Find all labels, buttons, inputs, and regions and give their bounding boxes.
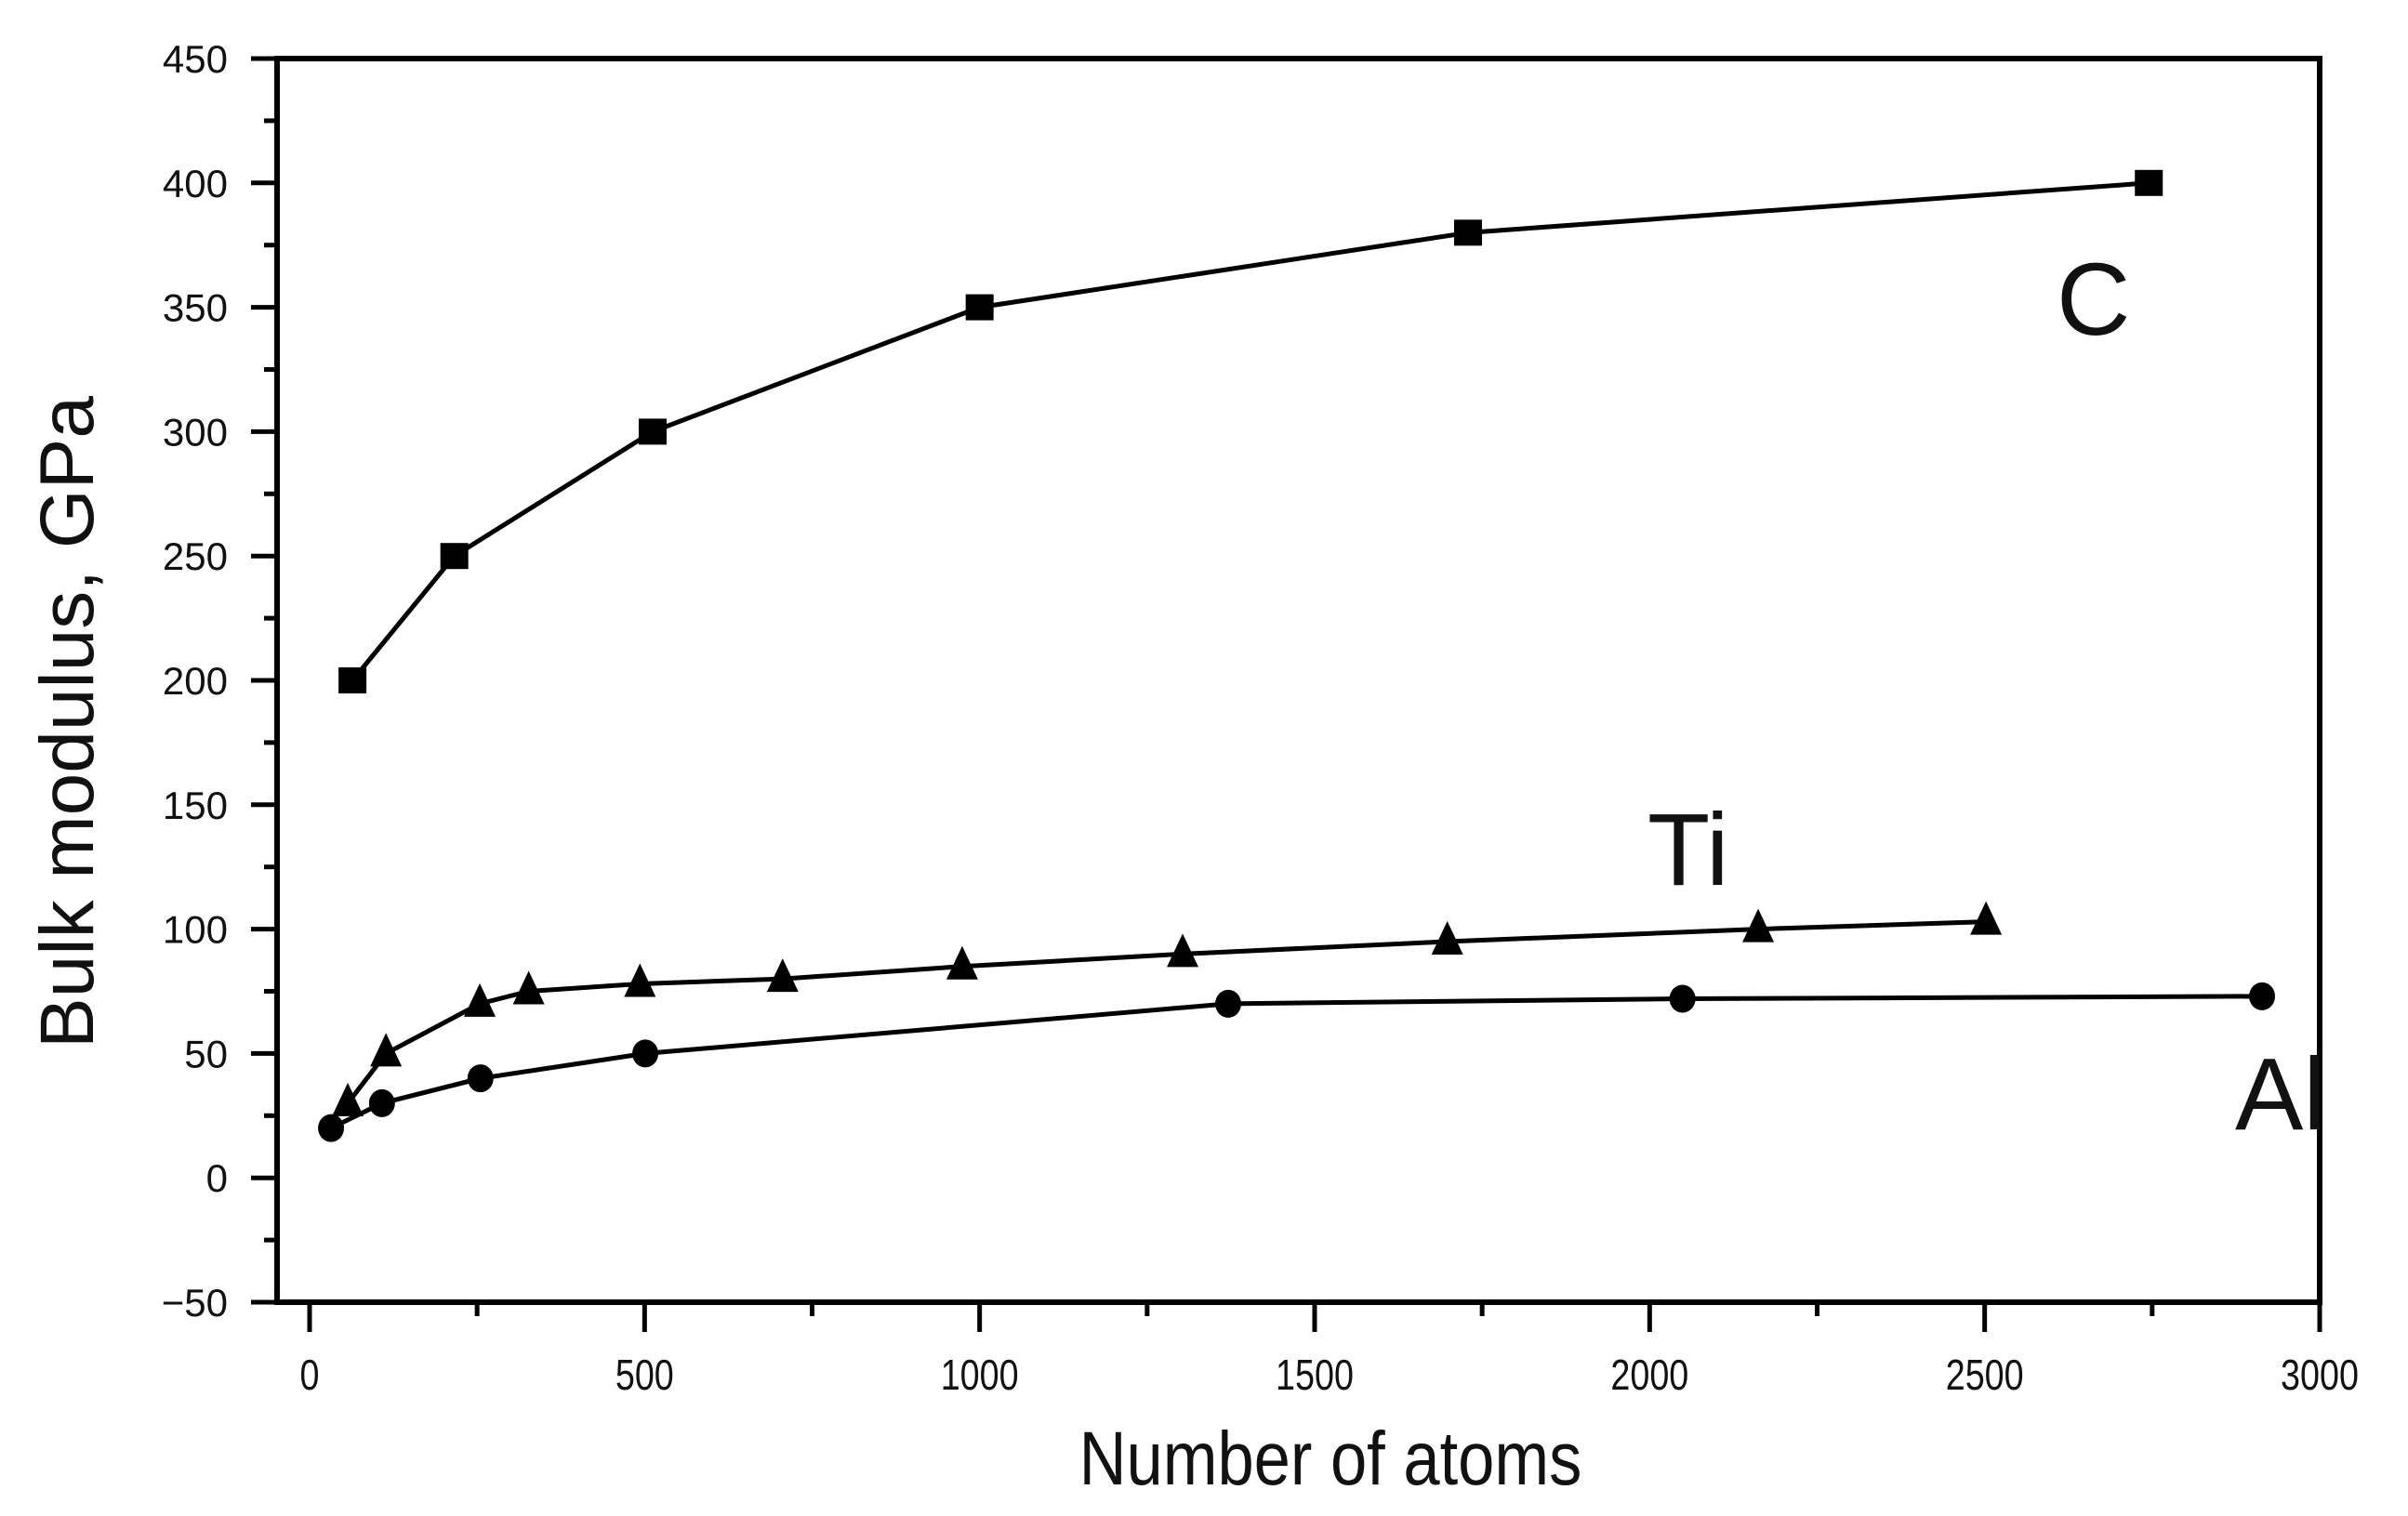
y-tick-label: 250 bbox=[163, 534, 228, 578]
triangle-marker bbox=[512, 970, 545, 1005]
y-tick-label: 200 bbox=[163, 659, 228, 703]
square-marker bbox=[638, 418, 667, 445]
series-label-al: Al bbox=[2235, 1037, 2326, 1152]
x-tick-label: 1000 bbox=[941, 1351, 1019, 1398]
series-label-ti: Ti bbox=[1647, 793, 1729, 907]
circle-marker bbox=[2249, 982, 2276, 1010]
x-tick-label: 2000 bbox=[1610, 1351, 1688, 1398]
x-axis-ticks: 0 500 1000 1500 2000 2500 3000 bbox=[300, 1302, 2359, 1399]
y-axis-title: Bulk modulus, GPa bbox=[25, 396, 110, 1048]
y-tick-label: 150 bbox=[163, 784, 228, 827]
x-tick-label: 1500 bbox=[1276, 1351, 1354, 1398]
square-marker bbox=[2135, 169, 2163, 196]
y-tick-label: 300 bbox=[163, 410, 228, 454]
x-tick-label: 3000 bbox=[2281, 1351, 2359, 1398]
y-axis-ticks: −50 0 50 100 150 200 250 300 350 400 450 bbox=[162, 37, 277, 1325]
square-marker bbox=[1454, 219, 1483, 246]
x-tick-label: 0 bbox=[300, 1351, 320, 1398]
y-tick-label: 100 bbox=[163, 908, 228, 952]
y-tick-label: 450 bbox=[163, 37, 228, 81]
triangle-marker bbox=[1742, 908, 1775, 943]
circle-marker bbox=[368, 1088, 395, 1117]
square-marker bbox=[965, 294, 994, 321]
series-markers bbox=[318, 169, 2276, 1142]
y-tick-label: 0 bbox=[206, 1156, 228, 1200]
triangle-marker bbox=[766, 958, 799, 993]
triangle-marker bbox=[332, 1082, 364, 1116]
y-tick-label: 50 bbox=[184, 1032, 228, 1075]
x-tick-label: 500 bbox=[615, 1351, 674, 1398]
triangle-marker bbox=[464, 982, 496, 1017]
y-tick-label: 350 bbox=[163, 286, 228, 330]
triangle-marker bbox=[1167, 933, 1199, 968]
y-tick-label: −50 bbox=[162, 1281, 228, 1325]
circle-marker bbox=[1215, 989, 1242, 1018]
square-marker bbox=[338, 667, 367, 693]
x-tick-label: 2500 bbox=[1946, 1351, 2024, 1398]
y-tick-label: 400 bbox=[163, 162, 228, 205]
triangle-marker bbox=[1970, 901, 2003, 935]
triangle-marker bbox=[946, 945, 978, 980]
x-axis-title: Number of atoms bbox=[1079, 1417, 1582, 1501]
square-marker bbox=[440, 543, 469, 570]
circle-marker bbox=[467, 1064, 494, 1093]
circle-marker bbox=[318, 1114, 345, 1142]
series-label-c: C bbox=[2057, 243, 2130, 357]
triangle-marker bbox=[370, 1033, 403, 1067]
circle-marker bbox=[1669, 984, 1696, 1013]
series-line-c bbox=[351, 180, 2150, 682]
circle-marker bbox=[632, 1039, 659, 1068]
triangle-marker bbox=[1431, 920, 1463, 955]
triangle-marker bbox=[624, 963, 656, 997]
